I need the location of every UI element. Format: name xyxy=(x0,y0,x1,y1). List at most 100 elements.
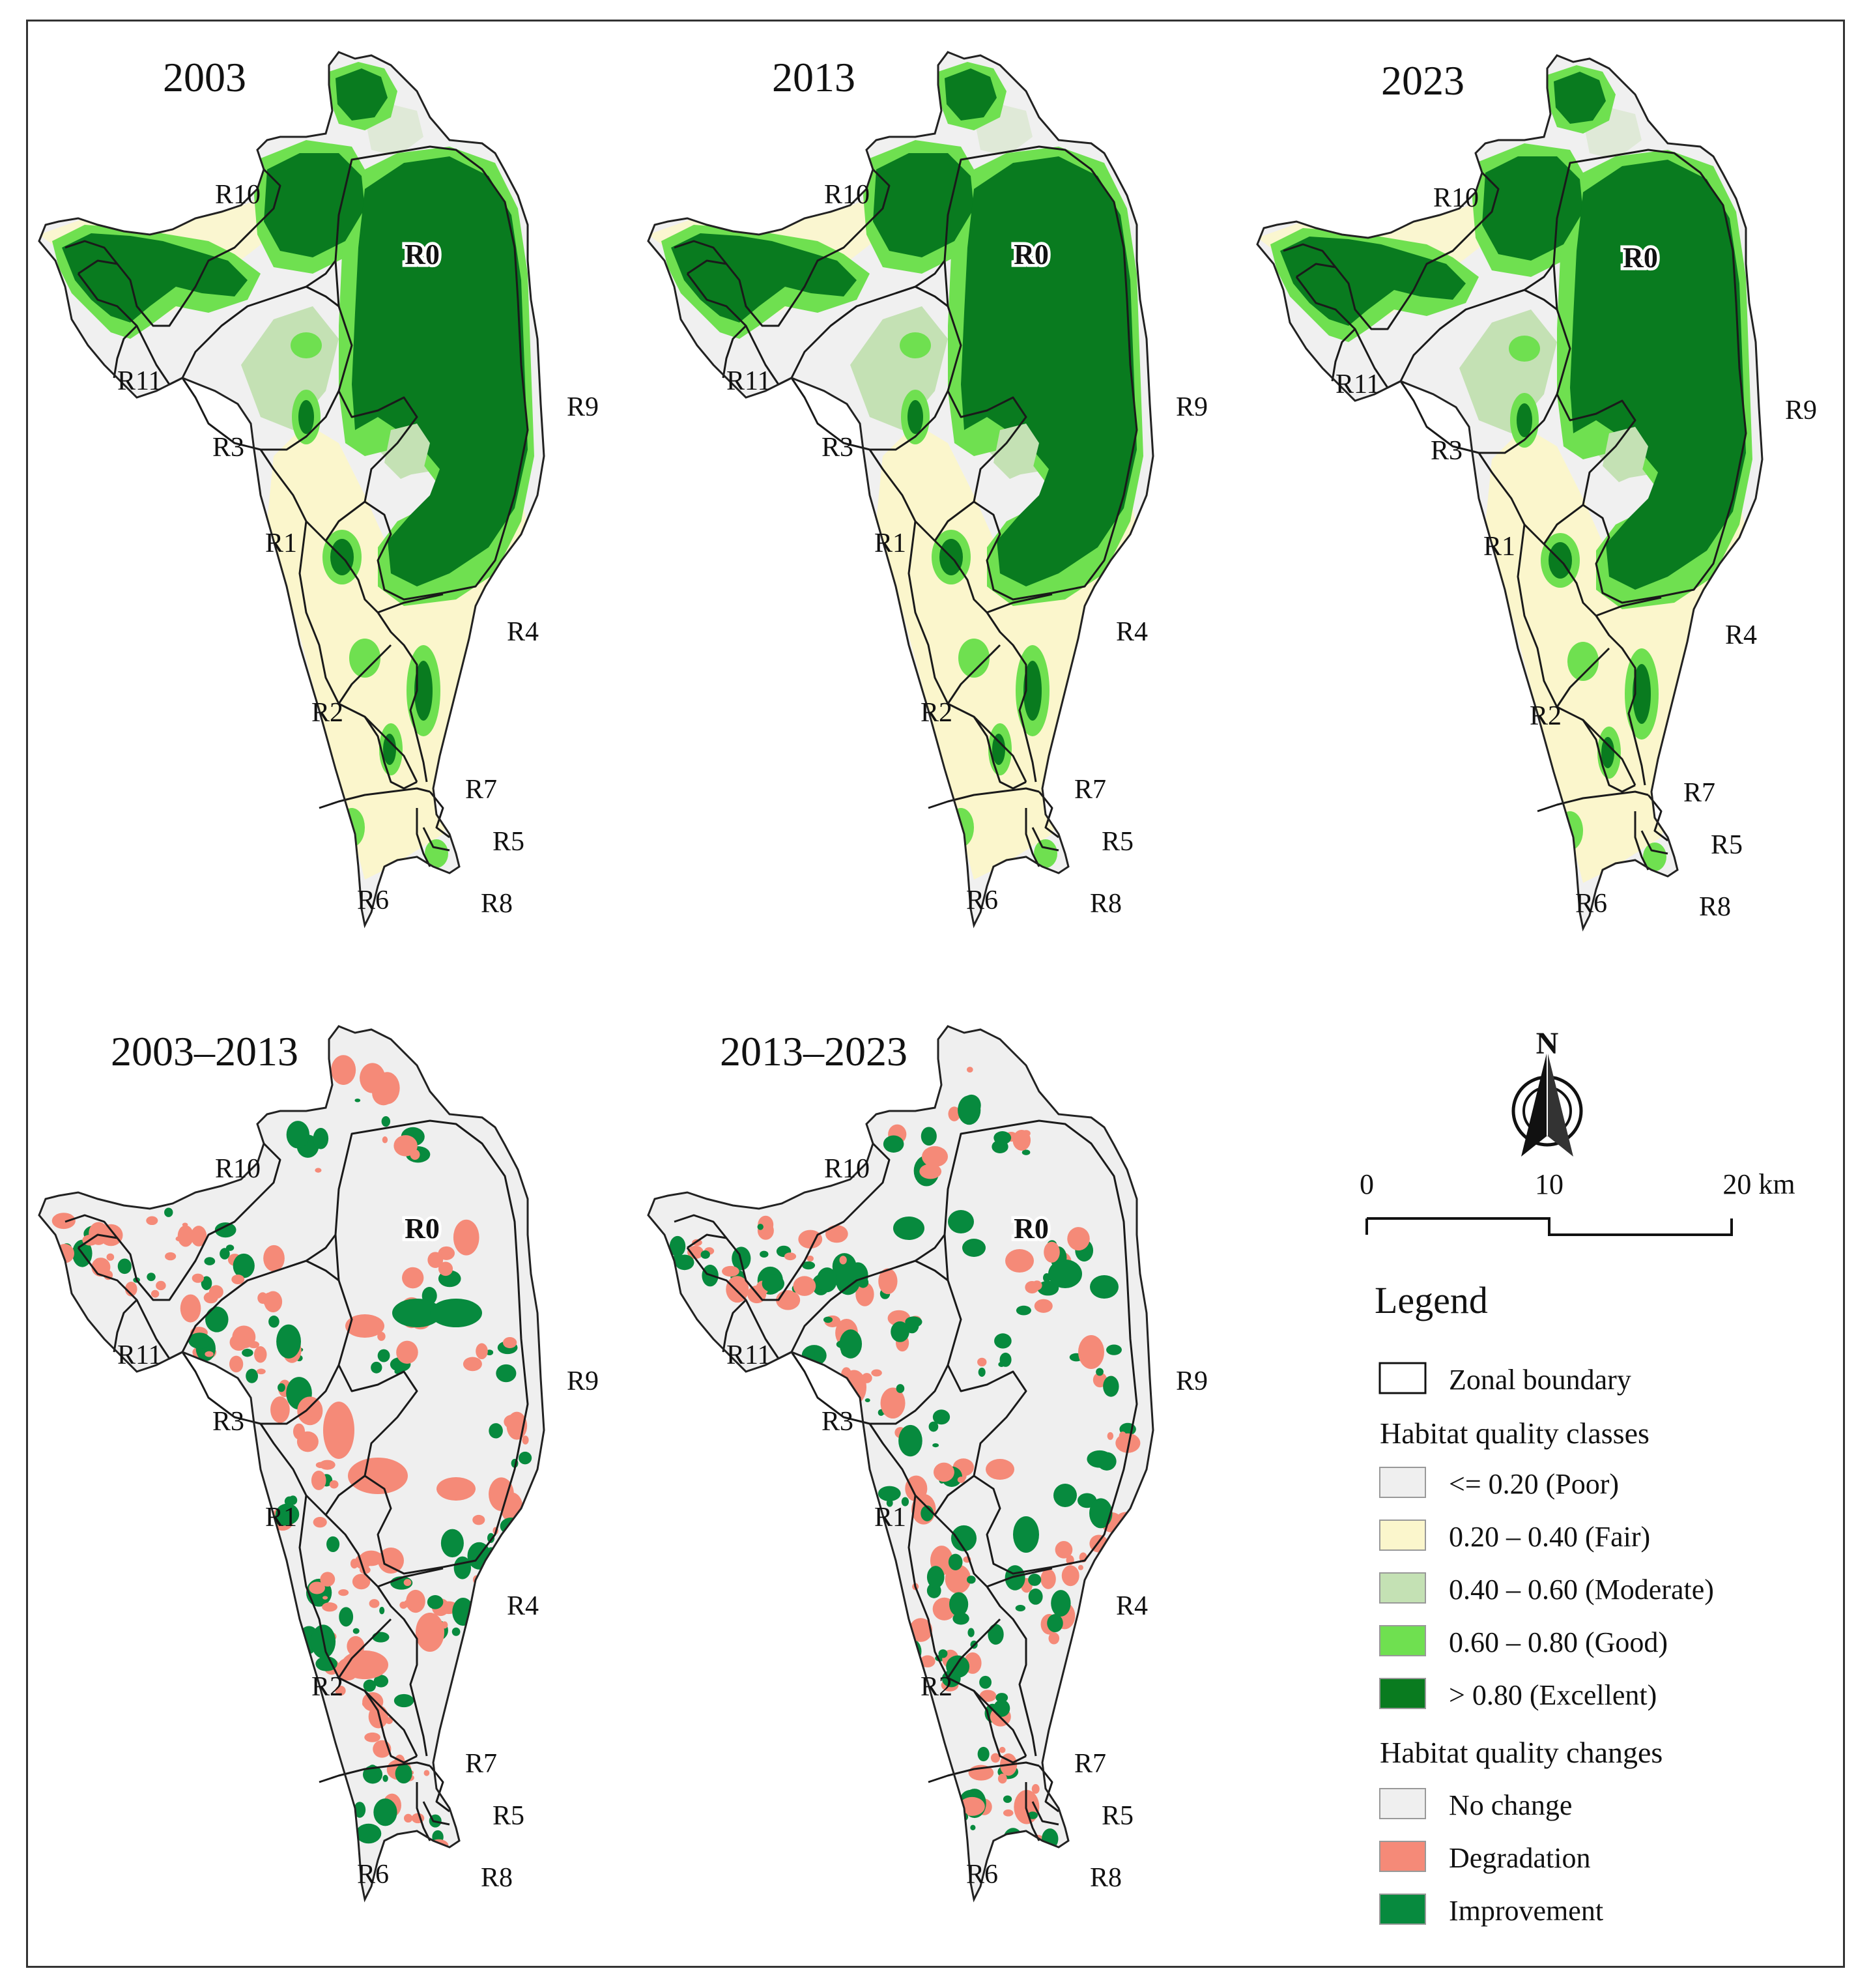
change-patch xyxy=(313,1517,327,1528)
change-patch xyxy=(920,1655,936,1668)
change-patch xyxy=(938,1649,948,1658)
change-patch xyxy=(233,1253,255,1278)
change-patch xyxy=(945,1564,971,1594)
change-patch xyxy=(363,1679,377,1692)
change-patch xyxy=(264,1291,283,1313)
legend-label-change-1: Degradation xyxy=(1449,1842,1590,1874)
zone-label-r6: R6 xyxy=(357,1860,389,1890)
zone-label-r11: R11 xyxy=(726,1340,771,1370)
change-patch xyxy=(440,1529,464,1558)
change-patch xyxy=(1090,1275,1119,1299)
zone-label-r8: R8 xyxy=(1090,1863,1122,1893)
zone-label-r10: R10 xyxy=(215,1154,261,1184)
change-patch xyxy=(839,1256,847,1265)
change-patch xyxy=(248,1341,260,1349)
change-patch xyxy=(933,1462,954,1482)
zone-label-r10: R10 xyxy=(215,180,261,210)
change-patch xyxy=(1048,1260,1082,1288)
panel-title: 2003–2013 xyxy=(111,1028,298,1074)
change-patch xyxy=(919,1164,942,1179)
legend-swatch-quality-0 xyxy=(1379,1467,1426,1498)
change-patch xyxy=(958,1095,981,1125)
change-patch xyxy=(502,1337,517,1349)
zone-label-r11: R11 xyxy=(1335,369,1380,399)
change-patch xyxy=(1028,1574,1042,1586)
zone-label-r9: R9 xyxy=(1176,1366,1208,1396)
change-patch xyxy=(878,1268,898,1295)
change-patch xyxy=(841,1367,852,1382)
change-patch xyxy=(165,1252,177,1261)
zone-label-r9: R9 xyxy=(567,1366,599,1396)
change-patch xyxy=(928,1421,939,1432)
zone-label-r1: R1 xyxy=(1483,532,1515,562)
change-patch xyxy=(364,1732,380,1742)
change-patch xyxy=(205,1351,214,1357)
change-patch xyxy=(315,1462,326,1469)
change-patch xyxy=(395,1764,412,1784)
change-patch xyxy=(345,1314,384,1338)
legend-label-quality-0: <= 0.20 (Poor) xyxy=(1449,1468,1619,1500)
zone-label-r0: R0 xyxy=(405,1213,440,1245)
change-patch xyxy=(289,1495,298,1505)
map-panel-2003-2013: 2003–2013 R0 R1 R2 R3 R4 R5 R6 R7 R8 R9 R10 R11 xyxy=(38,1025,599,1901)
change-patch xyxy=(180,1294,201,1323)
change-patch xyxy=(932,1443,939,1448)
change-patch xyxy=(970,1824,976,1830)
north-label: N xyxy=(1536,1026,1559,1061)
change-patch xyxy=(990,1753,1001,1763)
change-patch xyxy=(362,1765,383,1784)
change-patch xyxy=(214,1222,236,1238)
change-patch xyxy=(1037,1280,1059,1296)
change-patch xyxy=(948,1210,974,1233)
change-patch xyxy=(883,1135,904,1153)
zone-label-r6: R6 xyxy=(966,1860,998,1890)
change-patch xyxy=(354,1098,361,1102)
change-patch xyxy=(798,1230,823,1249)
change-patch xyxy=(242,1348,253,1357)
change-patch xyxy=(430,1299,482,1327)
change-patch xyxy=(949,1592,969,1617)
change-patch xyxy=(323,1402,354,1459)
change-patch xyxy=(352,1574,371,1590)
change-patch xyxy=(403,1600,410,1607)
zone-label-r1: R1 xyxy=(265,1503,297,1533)
zone-label-r3: R3 xyxy=(821,433,853,463)
scale-label-10: 10 xyxy=(1535,1168,1564,1200)
change-patch xyxy=(229,1334,248,1351)
legend-label-change-2: Improvement xyxy=(1449,1895,1603,1927)
change-patch xyxy=(335,1686,346,1696)
legend-swatch-change-1 xyxy=(1379,1841,1426,1872)
change-patch xyxy=(793,1276,816,1296)
change-patch xyxy=(1003,1809,1014,1817)
change-patch xyxy=(1115,1433,1141,1453)
zone-label-r6: R6 xyxy=(1575,889,1607,919)
change-patch xyxy=(1031,1784,1040,1794)
change-patch xyxy=(257,1292,268,1304)
change-patch xyxy=(315,1168,322,1173)
change-patch xyxy=(270,1396,290,1423)
change-patch xyxy=(402,1267,424,1289)
change-patch xyxy=(979,1675,992,1689)
change-patch xyxy=(855,1282,874,1306)
change-patch xyxy=(921,1127,937,1146)
change-patch xyxy=(891,1321,909,1342)
change-patch xyxy=(861,1373,872,1383)
change-patch xyxy=(893,1217,924,1240)
legend-title: Legend xyxy=(1375,1279,1488,1321)
scale-label-0: 0 xyxy=(1360,1168,1374,1200)
zone-label-r7: R7 xyxy=(1074,1749,1106,1779)
change-patch xyxy=(1103,1376,1119,1397)
map-panel-2013-2023: 2013–2023 R0 R1 R2 R3 R4 R5 R6 R7 R8 R9 R10 R11 xyxy=(647,1025,1208,1901)
legend-label-quality-1: 0.20 – 0.40 (Fair) xyxy=(1449,1521,1650,1553)
change-patch xyxy=(835,1266,861,1295)
legend-swatch-quality-2 xyxy=(1379,1572,1426,1604)
change-patch xyxy=(177,1225,194,1247)
change-patch xyxy=(322,1602,337,1612)
change-patch xyxy=(146,1216,158,1226)
zone-label-r7: R7 xyxy=(465,1749,497,1779)
change-patch xyxy=(496,1364,517,1383)
zone-label-r2: R2 xyxy=(311,1672,343,1702)
change-patch xyxy=(336,1796,349,1812)
change-patch xyxy=(692,1239,702,1246)
change-patch xyxy=(472,1514,485,1525)
